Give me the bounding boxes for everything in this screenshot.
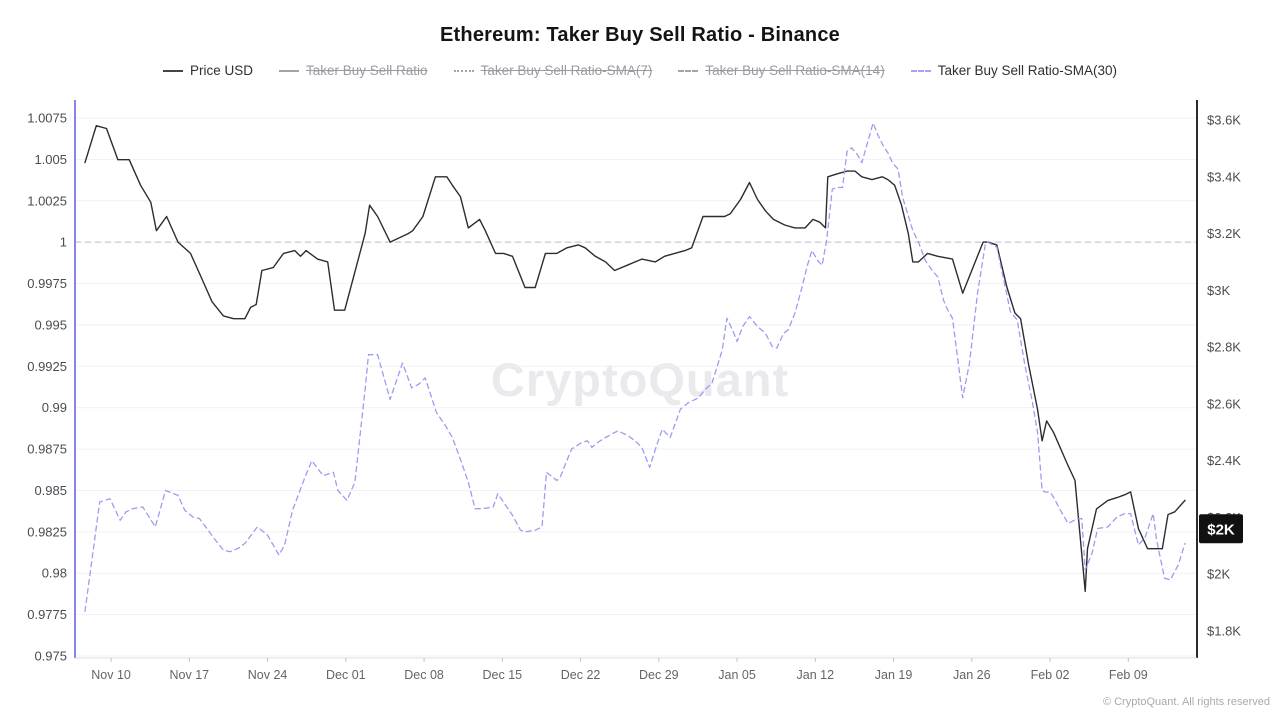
x-axis-tick-label: Dec 22 [561,668,601,682]
right-axis-tick-label: $2.6K [1207,396,1241,411]
x-axis-tick-label: Dec 08 [404,668,444,682]
legend-item-taker-buy-sell-ratio-sma-7-[interactable]: Taker Buy Sell Ratio-SMA(7) [453,63,653,78]
x-axis-tick-label: Nov 10 [91,668,131,682]
legend-item-label: Taker Buy Sell Ratio-SMA(7) [480,63,653,78]
legend-item-price-usd[interactable]: Price USD [162,63,253,78]
left-axis-tick-label: 0.9925 [27,359,67,374]
left-axis-tick-label: 1.0025 [27,193,67,208]
x-axis-tick-label: Feb 09 [1109,668,1148,682]
x-axis-tick-label: Jan 05 [718,668,756,682]
page-title: Ethereum: Taker Buy Sell Ratio - Binance [440,24,840,46]
price-usd-line [84,124,1186,592]
right-axis-tick-label: $1.8K [1207,624,1241,639]
x-axis-tick-label: Dec 15 [483,668,523,682]
legend: Price USD Taker Buy Sell Ratio Taker Buy S… [0,63,1280,78]
x-axis-tick-label: Jan 19 [875,668,913,682]
left-axis-tick-label: 0.995 [34,317,67,332]
legend-marker-icon [910,69,931,72]
x-axis-tick-label: Jan 26 [953,668,991,682]
legend-item-label: Price USD [189,63,253,78]
watermark: CryptoQuant [490,353,790,406]
legend-marker-icon [678,69,699,72]
legend-item-taker-buy-sell-ratio[interactable]: Taker Buy Sell Ratio [279,63,428,78]
legend-item-taker-buy-sell-ratio-sma-30-[interactable]: Taker Buy Sell Ratio-SMA(30) [910,63,1117,78]
last-price-badge-label: $2K [1207,521,1235,538]
left-axis-tick-label: 0.9775 [27,607,67,622]
right-axis-tick-label: $3K [1207,283,1230,298]
x-axis-tick-label: Feb 02 [1031,668,1070,682]
left-axis-tick-label: 0.99 [42,400,67,415]
legend-marker-icon [453,69,474,72]
legend-item-label: Taker Buy Sell Ratio-SMA(14) [705,63,885,78]
legend-marker-icon [162,69,183,72]
left-axis-tick-label: 1 [60,235,67,250]
right-axis-tick-label: $2.8K [1207,340,1241,355]
left-axis-tick-label: 1.0075 [27,111,67,126]
right-axis-tick-label: $3.6K [1207,113,1241,128]
legend-item-label: Taker Buy Sell Ratio-SMA(30) [937,63,1117,78]
copyright-text: © CryptoQuant. All rights reserved [1102,696,1270,708]
left-axis-tick-label: 1.005 [34,152,67,167]
x-axis-tick-label: Dec 01 [326,668,366,682]
legend-marker-icon [279,69,299,72]
right-axis-tick-label: $2K [1207,567,1230,582]
x-axis-tick-label: Nov 17 [170,668,210,682]
left-axis-tick-label: 0.975 [34,649,67,664]
legend-item-label: Taker Buy Sell Ratio [306,63,428,78]
x-axis-tick-label: Dec 29 [639,668,679,682]
taker-buy-sell-ratio-sma-30--line [84,122,1186,612]
left-axis-tick-label: 0.98 [42,566,67,581]
left-axis-tick-label: 0.9825 [27,524,67,539]
legend-item-taker-buy-sell-ratio-sma-14-[interactable]: Taker Buy Sell Ratio-SMA(14) [678,63,885,78]
left-axis-tick-label: 0.9875 [27,442,67,457]
x-axis-tick-label: Nov 24 [248,668,288,682]
right-axis-tick-label: $2.4K [1207,453,1241,468]
left-axis-tick-label: 0.9975 [27,276,67,291]
right-axis-tick-label: $3.2K [1207,226,1241,241]
left-axis-tick-label: 0.985 [34,483,67,498]
right-axis-tick-label: $3.4K [1207,169,1241,184]
x-axis-tick-label: Jan 12 [797,668,835,682]
last-price-badge [1199,514,1243,544]
